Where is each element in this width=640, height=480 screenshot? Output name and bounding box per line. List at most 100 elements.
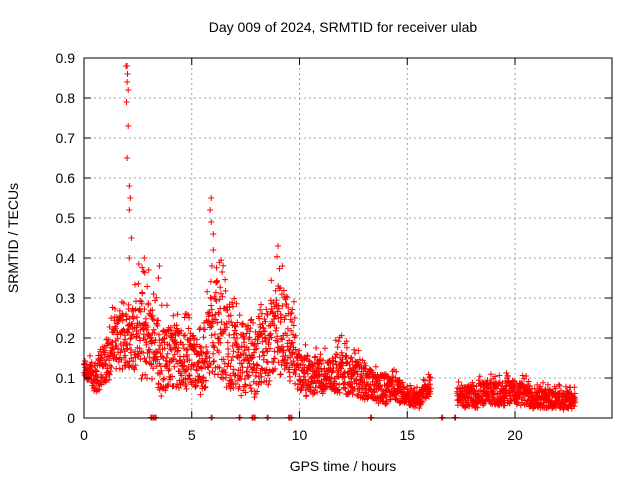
data-point-marker xyxy=(158,393,165,399)
data-point-marker xyxy=(136,305,143,312)
data-point-marker xyxy=(171,351,178,358)
data-point-marker xyxy=(124,155,131,161)
data-point-marker xyxy=(163,332,170,339)
data-point-marker xyxy=(210,350,217,357)
data-point-marker xyxy=(297,362,304,369)
data-point-marker xyxy=(225,351,232,357)
data-point-marker xyxy=(281,316,288,323)
data-point-marker xyxy=(302,376,309,383)
y-axis-label: SRMTID / TECUs xyxy=(5,183,21,293)
data-point-marker xyxy=(284,294,291,301)
data-point-marker xyxy=(176,384,182,391)
data-point-marker xyxy=(313,345,320,351)
data-point-marker xyxy=(191,335,198,342)
data-point-marker xyxy=(475,377,482,384)
data-point-marker xyxy=(174,348,181,355)
data-point-marker xyxy=(265,372,271,379)
data-point-marker xyxy=(159,353,166,360)
data-point-marker xyxy=(232,323,239,330)
data-point-marker xyxy=(150,365,156,372)
data-point-marker xyxy=(275,305,282,312)
data-point-marker xyxy=(531,385,538,392)
data-point-marker xyxy=(154,322,161,329)
data-point-marker xyxy=(496,379,503,386)
data-point-marker xyxy=(137,356,144,363)
data-point-marker xyxy=(265,339,272,346)
data-point-marker xyxy=(150,291,157,297)
data-point-marker xyxy=(208,263,215,269)
data-point-marker xyxy=(172,340,179,347)
data-point-marker xyxy=(122,352,129,359)
data-point-marker xyxy=(138,300,145,307)
data-point-marker xyxy=(316,372,323,379)
data-point-marker xyxy=(224,339,231,346)
data-point-marker xyxy=(329,369,336,376)
data-point-marker xyxy=(234,319,241,326)
data-point-marker xyxy=(227,385,234,392)
data-point-marker xyxy=(130,358,137,365)
data-point-marker xyxy=(98,374,105,381)
data-point-marker xyxy=(173,383,180,390)
data-point-marker xyxy=(219,269,226,275)
data-point-marker xyxy=(401,384,408,391)
data-point-marker xyxy=(259,338,266,345)
data-point-marker xyxy=(275,359,282,366)
data-point-marker xyxy=(314,389,321,396)
data-point-marker xyxy=(154,356,161,363)
data-point-marker xyxy=(132,281,138,288)
data-point-marker xyxy=(384,373,391,379)
data-point-marker xyxy=(302,341,309,348)
data-point-marker xyxy=(207,207,214,213)
data-point-marker xyxy=(140,268,147,275)
data-point-marker xyxy=(322,345,328,352)
data-point-marker xyxy=(193,382,200,389)
data-point-marker xyxy=(278,335,285,342)
data-point-marker xyxy=(197,391,204,398)
data-point-marker xyxy=(342,385,349,392)
data-point-marker xyxy=(354,368,361,375)
data-point-marker xyxy=(125,123,132,129)
data-point-marker xyxy=(134,314,140,321)
data-point-marker xyxy=(268,277,275,284)
data-point-marker xyxy=(273,297,280,304)
data-point-marker xyxy=(311,354,318,361)
data-point-marker xyxy=(87,352,93,359)
data-point-marker xyxy=(259,331,265,338)
data-point-marker xyxy=(173,341,180,348)
data-point-marker xyxy=(254,388,261,395)
data-point-marker xyxy=(318,361,325,367)
data-point-marker xyxy=(142,336,149,343)
data-point-marker xyxy=(304,370,311,377)
x-tick-label: 20 xyxy=(507,427,523,443)
data-point-marker xyxy=(256,315,263,322)
data-point-marker xyxy=(247,382,253,389)
data-point-marker xyxy=(136,345,143,352)
data-point-marker xyxy=(356,356,363,363)
x-axis-label: GPS time / hours xyxy=(290,458,397,474)
data-point-marker xyxy=(157,371,163,378)
data-point-marker xyxy=(258,310,265,317)
data-point-marker xyxy=(246,334,253,341)
data-point-marker xyxy=(263,366,270,373)
data-point-marker xyxy=(153,294,160,301)
x-tick-label: 10 xyxy=(292,427,308,443)
data-point-marker xyxy=(238,360,245,367)
data-point-marker xyxy=(572,399,579,406)
data-point-marker xyxy=(290,358,297,365)
y-tick-label: 0 xyxy=(67,410,75,426)
data-point-marker xyxy=(272,287,279,294)
data-point-marker xyxy=(341,385,348,392)
data-point-marker xyxy=(338,332,345,339)
data-point-marker xyxy=(214,319,221,326)
data-point-marker xyxy=(427,385,434,392)
data-point-marker xyxy=(143,327,150,333)
data-point-marker xyxy=(126,341,133,348)
data-point-marker xyxy=(277,284,284,291)
data-point-marker xyxy=(179,341,186,348)
data-point-marker xyxy=(285,304,292,311)
data-point-marker xyxy=(164,350,171,357)
data-point-marker xyxy=(368,367,375,374)
data-point-marker xyxy=(211,344,218,351)
data-point-marker xyxy=(243,368,250,375)
